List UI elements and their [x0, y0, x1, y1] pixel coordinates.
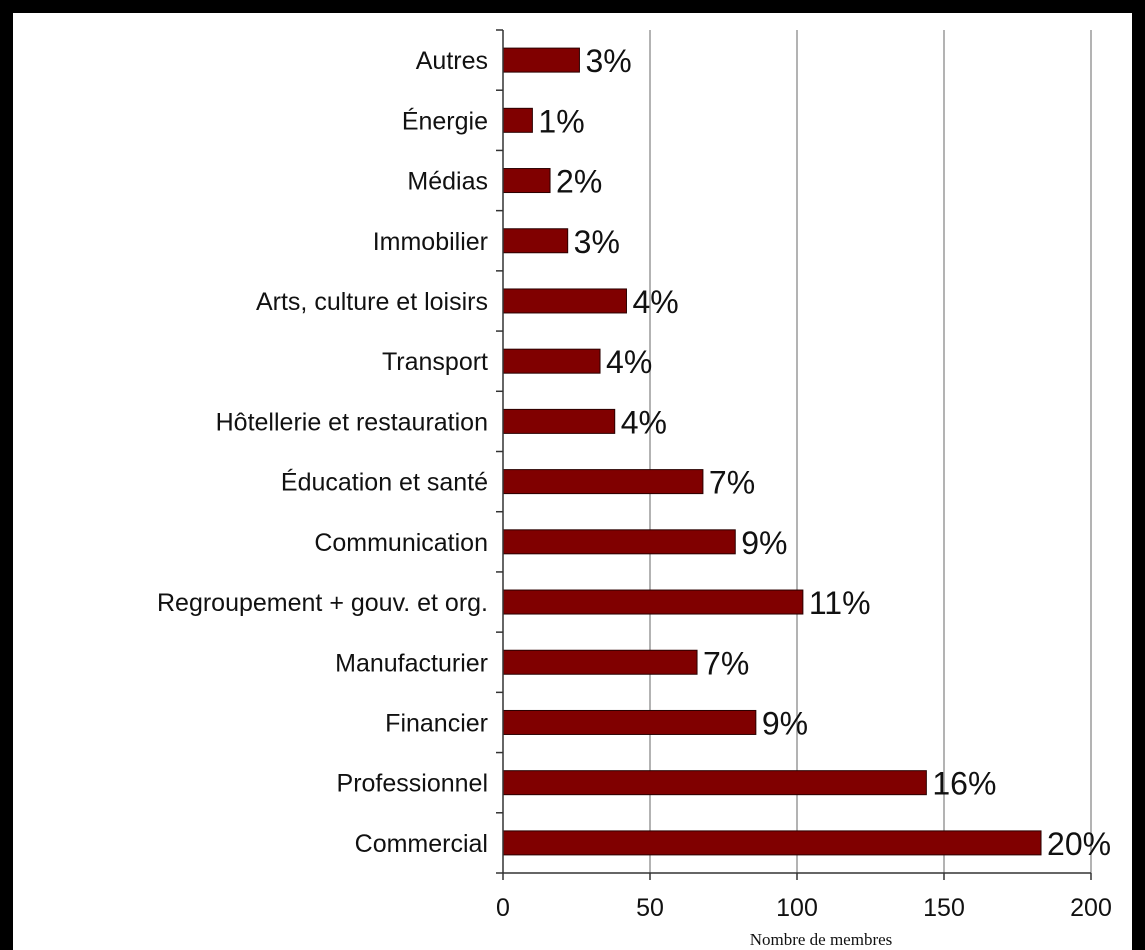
category-label: Hôtellerie et restauration [216, 408, 488, 436]
data-label: 16% [932, 766, 996, 802]
data-label: 7% [703, 645, 749, 681]
x-axis-title: Nombre de membres [750, 930, 893, 949]
bar [502, 589, 804, 615]
bar [502, 288, 627, 314]
category-label: Médias [407, 168, 488, 196]
data-label: 4% [621, 404, 667, 440]
bar [502, 168, 551, 194]
data-label: 20% [1047, 826, 1111, 862]
bar [502, 709, 757, 735]
x-tick-label: 0 [496, 894, 510, 922]
category-label: Communication [314, 529, 488, 557]
bar [502, 348, 601, 374]
gridlines [649, 30, 1092, 873]
data-label: 3% [585, 43, 631, 79]
category-label: Financier [385, 709, 488, 737]
bar [502, 830, 1042, 856]
category-label: Éducation et santé [281, 468, 488, 497]
data-label: 1% [538, 103, 584, 139]
axes [496, 29, 1092, 880]
x-tick-label: 100 [776, 894, 818, 922]
data-label: 9% [741, 525, 787, 561]
data-label: 4% [632, 284, 678, 320]
x-tick-label: 200 [1070, 894, 1112, 922]
category-label: Immobilier [373, 228, 488, 256]
category-label: Transport [382, 348, 488, 376]
bar-chart: 0 50 100 150 200 Autres 3% Énergie 1% Médias 2% Imm… [157, 29, 1112, 949]
category-label: Autres [416, 47, 488, 75]
data-label: 3% [574, 224, 620, 260]
bar [502, 408, 616, 434]
bar [502, 649, 698, 675]
bar [502, 107, 533, 133]
x-tick-label: 50 [636, 894, 664, 922]
category-label: Manufacturier [335, 649, 488, 677]
bar [502, 228, 569, 254]
data-label: 11% [809, 585, 871, 621]
bar [502, 469, 704, 495]
category-label: Énergie [402, 106, 488, 135]
labels: 0 50 100 150 200 Autres 3% Énergie 1% Médias 2% Imm… [157, 43, 1112, 922]
category-label: Arts, culture et loisirs [256, 288, 488, 316]
data-label: 2% [556, 164, 602, 200]
data-label: 4% [606, 344, 652, 380]
x-tick-label: 150 [923, 894, 965, 922]
bars [502, 47, 1042, 856]
bar [502, 47, 580, 73]
data-label: 7% [709, 465, 755, 501]
category-label: Professionnel [337, 770, 488, 798]
chart-frame: 0 50 100 150 200 Autres 3% Énergie 1% Médias 2% Imm… [13, 13, 1132, 950]
bar [502, 770, 927, 796]
bar [502, 529, 736, 555]
category-label: Commercial [355, 830, 488, 858]
data-label: 9% [762, 705, 808, 741]
category-label: Regroupement + gouv. et org. [157, 589, 488, 617]
